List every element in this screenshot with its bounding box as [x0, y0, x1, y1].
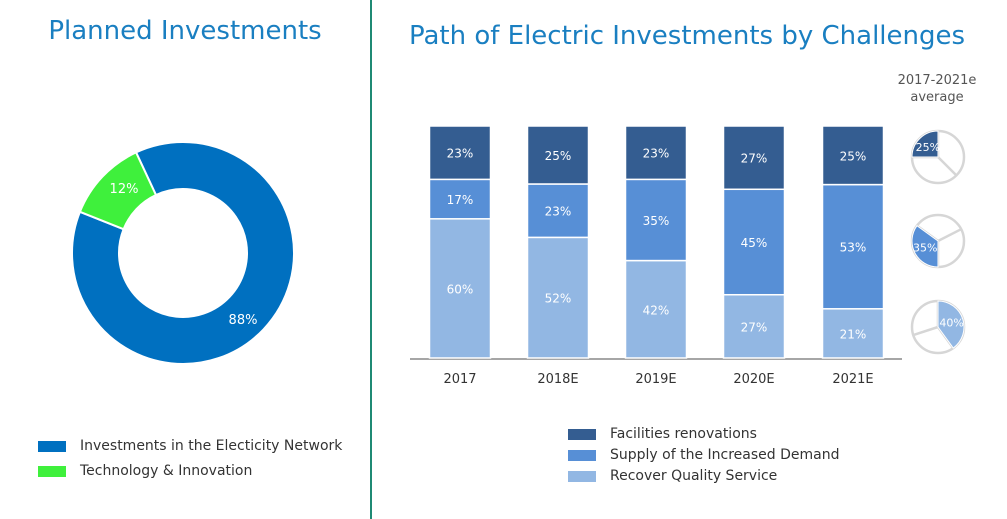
bar-label-demand-2017: 17% [447, 193, 474, 207]
legend-label-renovations: Facilities renovations [610, 426, 757, 442]
average-label-text: average [910, 90, 964, 105]
legend-label-technology: Technology & Innovation [80, 463, 253, 479]
bar-quality-2020E [722, 293, 786, 359]
average-pie-slice-quality [937, 300, 965, 349]
average-pie-charts: 25% 35% 40% [910, 129, 966, 355]
bar-renovations-2019E [624, 125, 688, 181]
bar-demand-2019E [624, 178, 688, 262]
donut-slice-network [71, 141, 295, 365]
average-label-years: 2017-2021e [897, 73, 977, 88]
legend-swatch-technology [38, 465, 66, 477]
average-pie-label-renovations: 25% [916, 141, 940, 154]
bar-label-demand-2020E: 45% [741, 236, 768, 250]
bar-label-renovations-2020E: 27% [741, 152, 768, 166]
legend-label-demand: Supply of the Increased Demand [610, 447, 840, 463]
bar-label-renovations-2017: 23% [447, 147, 474, 161]
legend-label-network: Investments in the Electicity Network [80, 438, 343, 454]
legend-swatch-renovations [568, 428, 596, 440]
panel-divider [370, 0, 372, 519]
bar-label-quality-2020E: 27% [741, 320, 768, 334]
bar-label-quality-2021E: 21% [840, 327, 867, 341]
legend-label-quality: Recover Quality Service [610, 468, 778, 484]
bar-label-demand-2018E: 23% [545, 205, 572, 219]
average-label: 2017-2021e average [892, 72, 982, 106]
legend-item-network: Investments in the Electicity Network [38, 438, 342, 454]
bar-renovations-2021E [821, 125, 885, 186]
average-pie-divider-renovations-1 [937, 156, 958, 177]
average-pie-divider-demand-1 [937, 228, 962, 243]
bar-renovations-2018E [526, 125, 590, 185]
x-tick-label-2018E: 2018E [537, 372, 578, 387]
bar-label-demand-2019E: 35% [643, 214, 670, 228]
legend-swatch-network [38, 440, 66, 452]
bar-label-demand-2021E: 53% [840, 241, 867, 255]
average-pie-label-quality: 40% [939, 317, 963, 330]
planned-investments-donut-chart: 88% 12% [71, 141, 295, 365]
bar-quality-2021E [821, 308, 885, 359]
bar-label-quality-2017: 60% [447, 282, 474, 296]
challenges-stacked-bar-chart: 60% 17% 23% 2017 52% 23% 25% 2018E 42% 35% 23% 2019… [410, 125, 902, 387]
bar-renovations-2020E [722, 125, 786, 191]
donut-label-network: 88% [229, 313, 258, 328]
average-pie-divider-quality-1 [912, 325, 939, 337]
bar-renovations-2017 [428, 125, 492, 181]
bar-label-quality-2018E: 52% [545, 292, 572, 306]
average-pie-slice-demand [911, 225, 939, 268]
bar-quality-2017 [428, 218, 492, 359]
legend-item-technology: Technology & Innovation [38, 463, 252, 479]
x-tick-label-2020E: 2020E [733, 372, 774, 387]
average-pie-label-demand: 35% [913, 241, 937, 254]
legend-swatch-demand [568, 449, 596, 461]
electric-investments-title: Path of Electric Investments by Challeng… [408, 21, 966, 51]
bar-label-renovations-2018E: 25% [545, 149, 572, 163]
donut-slice-technology [78, 151, 158, 231]
bar-label-quality-2019E: 42% [643, 303, 670, 317]
legend-item-renovations: Facilities renovations [568, 426, 757, 442]
bar-label-renovations-2019E: 23% [643, 147, 670, 161]
bar-demand-2018E [526, 183, 590, 239]
legend-item-demand: Supply of the Increased Demand [568, 447, 839, 463]
x-tick-label-2021E: 2021E [832, 372, 873, 387]
planned-investments-title: Planned Investments [48, 16, 322, 46]
average-pie-slice-renovations [911, 130, 939, 158]
bar-label-renovations-2021E: 25% [840, 149, 867, 163]
legend-swatch-quality [568, 470, 596, 482]
legend-item-quality: Recover Quality Service [568, 468, 777, 484]
x-tick-label-2017: 2017 [443, 372, 476, 387]
bar-quality-2019E [624, 259, 688, 359]
donut-label-technology: 12% [110, 182, 139, 197]
bar-quality-2018E [526, 236, 590, 359]
x-tick-label-2019E: 2019E [635, 372, 676, 387]
